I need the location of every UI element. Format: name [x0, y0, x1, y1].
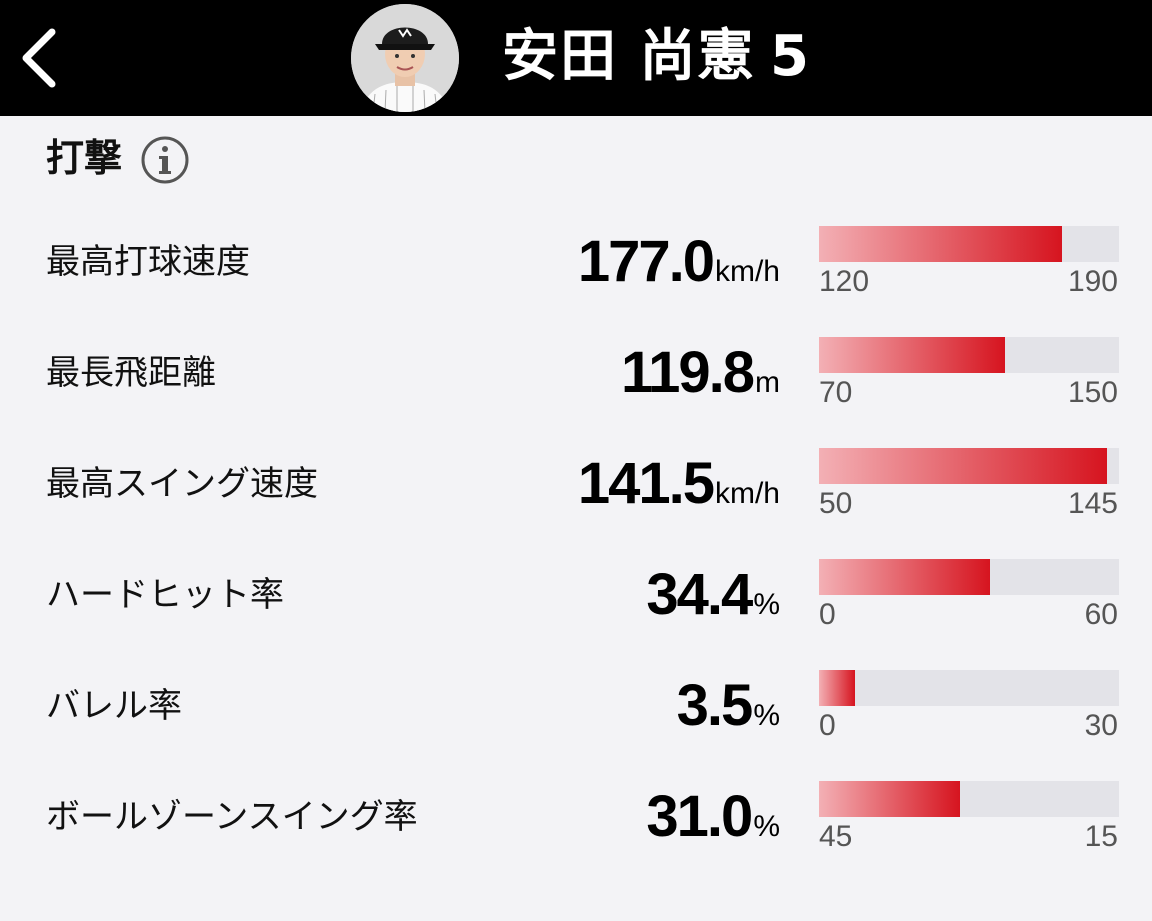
stat-bar-max: 145 [1067, 487, 1118, 520]
stat-value: 3.5% [677, 668, 780, 758]
stat-bar-max: 30 [1084, 709, 1118, 742]
back-button[interactable] [14, 22, 74, 92]
stat-unit: m [755, 366, 780, 399]
stat-value: 177.0km/h [578, 224, 780, 314]
stat-bar-max: 190 [1067, 265, 1118, 298]
stat-bar-track [819, 670, 1119, 706]
stat-value: 141.5km/h [578, 446, 780, 536]
stat-bar-min: 120 [819, 265, 870, 298]
stat-number: 119.8 [621, 340, 755, 405]
stat-bar-fill [819, 670, 855, 706]
stat-row: 最長飛距離 119.8m 70 150 [0, 335, 1152, 445]
stat-value: 34.4% [646, 557, 780, 647]
stat-number: 31.0 [646, 784, 753, 849]
stat-bar-track [819, 781, 1119, 817]
stat-bar-max: 15 [1084, 820, 1118, 853]
stat-number: 3.5 [676, 673, 754, 738]
stat-label: ハードヒット率 [46, 575, 284, 615]
stat-row: ボールゾーンスイング率 31.0% 45 15 [0, 779, 1152, 889]
stat-bar-track [819, 448, 1119, 484]
stat-unit: % [753, 810, 780, 843]
stat-label: 最高スイング速度 [46, 464, 318, 504]
player-name: 安田 尚憲 [502, 24, 756, 89]
info-icon[interactable] [139, 134, 191, 186]
stat-value: 119.8m [621, 335, 780, 425]
stat-bar-max: 150 [1067, 376, 1118, 409]
stat-bar-track [819, 337, 1119, 373]
stat-bar-min: 45 [819, 820, 853, 853]
section-title: 打撃 [46, 136, 123, 180]
stat-label: バレル率 [46, 686, 182, 726]
stat-bar-track [819, 226, 1119, 262]
stat-bar-fill [819, 226, 1062, 262]
stat-unit: % [753, 588, 780, 621]
stat-bar-fill [819, 559, 990, 595]
stat-value: 31.0% [646, 779, 780, 869]
stat-bar-fill [819, 337, 1005, 373]
stat-label: 最高打球速度 [46, 242, 250, 282]
stat-label: ボールゾーンスイング率 [46, 797, 418, 837]
stat-unit: km/h [714, 477, 780, 510]
stat-unit: % [753, 699, 780, 732]
stat-bar-track [819, 559, 1119, 595]
stat-bar-min: 70 [819, 376, 853, 409]
player-avatar [351, 4, 459, 112]
stat-number: 141.5 [577, 451, 715, 516]
stat-row: バレル率 3.5% 0 30 [0, 668, 1152, 778]
stat-bar-min: 0 [819, 709, 836, 742]
stat-number: 177.0 [577, 229, 715, 294]
stat-bar-min: 50 [819, 487, 853, 520]
stat-bar-max: 60 [1084, 598, 1118, 631]
player-number: 5 [770, 24, 809, 89]
stat-row: ハードヒット率 34.4% 0 60 [0, 557, 1152, 667]
stat-label: 最長飛距離 [46, 353, 216, 393]
header-bar: 安田 尚憲 5 [0, 0, 1152, 116]
stat-bar-min: 0 [819, 598, 836, 631]
chevron-left-icon [22, 28, 56, 88]
stat-row: 最高打球速度 177.0km/h 120 190 [0, 224, 1152, 334]
stat-bar-fill [819, 781, 960, 817]
stat-bar-fill [819, 448, 1107, 484]
stat-row: 最高スイング速度 141.5km/h 50 145 [0, 446, 1152, 556]
stat-number: 34.4 [646, 562, 753, 627]
stat-unit: km/h [714, 255, 780, 288]
